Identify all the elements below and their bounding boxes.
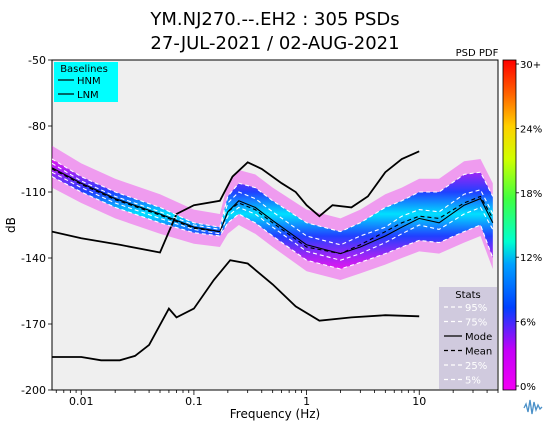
pdf-density-cloud xyxy=(52,145,493,280)
baselines-legend-title: Baselines xyxy=(60,64,108,75)
stats-legend-title: Stats xyxy=(455,290,481,301)
stats-legend: Stats 95% 75% Mode Mean 25% 5% xyxy=(439,287,497,389)
stats-legend-label: 25% xyxy=(465,361,487,372)
colorbar-label: PSD PDF xyxy=(456,48,499,59)
x-tick-label: 10 xyxy=(412,395,426,408)
x-tick-label: 1 xyxy=(303,395,310,408)
y-tick-label: -80 xyxy=(28,120,46,133)
series-lnm-line xyxy=(52,259,420,362)
y-tick-label: -50 xyxy=(28,54,46,67)
colorbar-tick-label: 12% xyxy=(520,253,542,264)
series-25pct-line xyxy=(52,171,494,261)
station-logo xyxy=(522,396,544,418)
series-mode-line xyxy=(52,167,494,255)
pdf-core xyxy=(52,159,493,269)
baselines-legend: Baselines HNM LNM xyxy=(54,62,118,102)
y-tick-label: -200 xyxy=(21,384,46,397)
colorbar xyxy=(502,59,517,391)
stats-legend-label: 75% xyxy=(465,318,487,329)
y-tick-label: -140 xyxy=(21,252,46,265)
series-mean-line xyxy=(52,168,494,255)
stats-legend-label: 5% xyxy=(465,376,481,387)
series-hnm-line xyxy=(52,150,420,254)
chart-subtitle: 27-JUL-2021 / 02-AUG-2021 xyxy=(150,33,399,54)
series-75pct-line xyxy=(52,162,494,246)
x-tick-label: 0.1 xyxy=(185,395,203,408)
colorbar-tick-label: 24% xyxy=(520,124,542,135)
x-axis-label: Frequency (Hz) xyxy=(230,407,321,421)
x-tick-label: 0.01 xyxy=(69,395,94,408)
y-axis-label: dB xyxy=(4,217,18,233)
colorbar-tick-label: 6% xyxy=(520,318,536,329)
colorbar-tick-label: 18% xyxy=(520,189,542,200)
legend-lnm: LNM xyxy=(77,90,99,101)
y-tick-label: -170 xyxy=(21,318,46,331)
colorbar-tick-label: 30+ xyxy=(520,60,541,71)
chart-title: YM.NJ270.--.EH2 : 305 PSDs xyxy=(149,9,399,30)
colorbar-tick-label: 0% xyxy=(520,382,536,393)
stats-legend-label: Mean xyxy=(465,347,492,358)
series-95pct-line xyxy=(52,158,494,233)
legend-hnm: HNM xyxy=(77,76,101,87)
stats-legend-label: 95% xyxy=(465,303,487,314)
y-tick-label: -110 xyxy=(21,186,46,199)
stats-legend-label: Mode xyxy=(465,332,492,343)
